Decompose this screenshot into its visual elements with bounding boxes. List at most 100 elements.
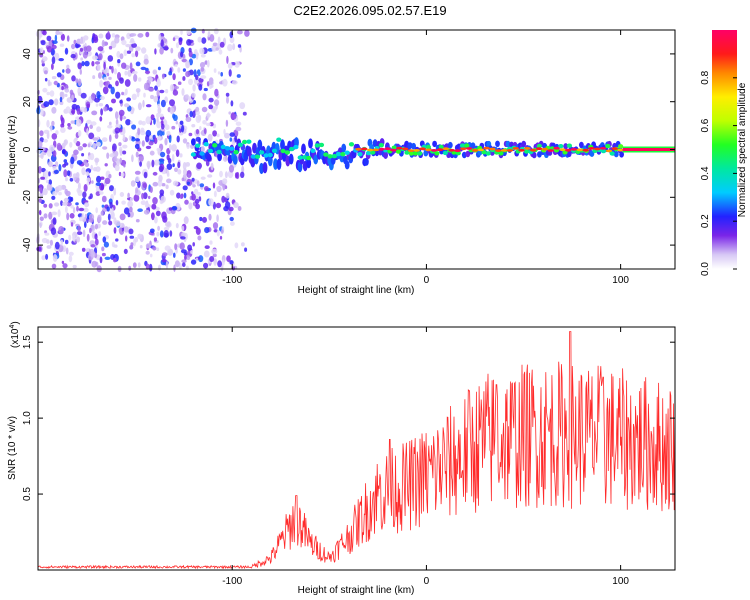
noise-blob	[106, 206, 110, 212]
noise-blob	[121, 200, 126, 205]
noise-blob	[189, 110, 193, 118]
noise-blob	[225, 192, 230, 199]
noise-blob	[194, 198, 200, 205]
noise-blob	[97, 64, 101, 71]
noise-blob	[63, 159, 68, 163]
noise-blob	[219, 235, 223, 240]
noise-blob	[41, 167, 46, 173]
colorbar-label: Normalized spectral amplitude	[737, 82, 748, 217]
noise-blob	[101, 69, 108, 73]
noise-blob	[200, 176, 206, 180]
noise-blob	[107, 55, 114, 62]
noise-blob	[195, 129, 200, 135]
noise-blob	[234, 135, 238, 142]
noise-blob	[152, 246, 157, 251]
noise-blob	[119, 53, 124, 60]
noise-blob	[39, 47, 44, 53]
colorbar-tick-label: 0.6	[700, 118, 711, 132]
noise-blob	[43, 203, 48, 208]
track-peak	[576, 148, 583, 152]
noise-blob	[127, 200, 134, 208]
noise-blob	[119, 113, 123, 122]
noise-blob	[46, 245, 52, 249]
noise-blob	[52, 40, 58, 44]
noise-blob	[65, 106, 71, 114]
noise-blob	[130, 120, 133, 125]
noise-blob	[184, 254, 187, 261]
spectrogram-x-tick-label: 0	[424, 275, 430, 286]
noise-blob	[165, 89, 169, 94]
noise-blob	[171, 144, 177, 152]
track-peak	[530, 148, 537, 152]
spectrogram-y-tick-label: 0	[22, 146, 33, 152]
noise-blob	[196, 180, 200, 187]
track-core	[378, 143, 384, 148]
noise-blob	[107, 124, 113, 129]
track-blob	[579, 141, 584, 149]
noise-blob	[202, 216, 207, 223]
noise-blob	[186, 109, 190, 114]
noise-blob	[52, 150, 57, 158]
noise-blob	[113, 187, 117, 192]
noise-blob	[83, 46, 88, 52]
noise-blob	[65, 68, 71, 74]
noise-blob	[175, 63, 178, 68]
noise-blob	[216, 185, 222, 193]
noise-blob	[86, 181, 90, 186]
noise-blob	[225, 119, 229, 127]
noise-blob	[92, 143, 97, 150]
noise-blob	[72, 234, 76, 242]
noise-blob	[190, 250, 193, 254]
noise-blob	[68, 251, 74, 256]
noise-blob	[79, 216, 83, 222]
noise-blob	[131, 124, 137, 130]
noise-blob	[52, 165, 57, 171]
noise-blob	[71, 103, 78, 110]
noise-blob	[46, 183, 52, 191]
noise-blob	[104, 177, 111, 185]
noise-blob	[226, 255, 231, 262]
noise-blob	[87, 143, 91, 148]
spectrogram-y-ticks: -40 -20 0 20 40	[22, 48, 675, 252]
noise-blob	[182, 76, 186, 81]
noise-blob	[219, 170, 223, 178]
noise-blob	[103, 61, 106, 70]
noise-blob	[140, 66, 147, 71]
noise-blob	[171, 154, 175, 162]
noise-blob	[153, 237, 157, 242]
noise-blob	[124, 70, 128, 76]
noise-blob	[108, 84, 113, 89]
noise-blob	[48, 99, 54, 106]
noise-blob	[145, 104, 152, 108]
noise-blob	[92, 55, 98, 60]
noise-blob	[48, 40, 53, 48]
noise-blob	[95, 207, 98, 214]
noise-blob	[188, 202, 193, 210]
noise-blob	[71, 43, 76, 50]
noise-blob	[103, 77, 108, 81]
noise-blob	[161, 183, 166, 187]
track-core	[485, 151, 491, 156]
noise-blob	[177, 67, 181, 73]
noise-blob	[84, 60, 90, 67]
noise-blob	[120, 172, 125, 178]
noise-blob	[209, 84, 213, 89]
noise-blob	[109, 206, 114, 214]
noise-blob	[224, 132, 230, 139]
track-peak	[495, 149, 502, 153]
noise-blob	[130, 242, 134, 247]
noise-blob	[153, 117, 156, 125]
noise-blob	[109, 65, 112, 70]
noise-blob	[61, 260, 65, 264]
noise-blob	[62, 201, 68, 206]
noise-blob	[181, 225, 185, 232]
noise-blob	[188, 78, 193, 86]
noise-blob	[210, 162, 214, 171]
noise-blob	[60, 127, 66, 133]
noise-blob	[216, 229, 220, 237]
noise-blob	[204, 186, 209, 192]
track-peak	[454, 149, 461, 153]
noise-blob	[203, 87, 208, 92]
noise-blob	[195, 106, 200, 112]
noise-blob	[138, 77, 142, 82]
